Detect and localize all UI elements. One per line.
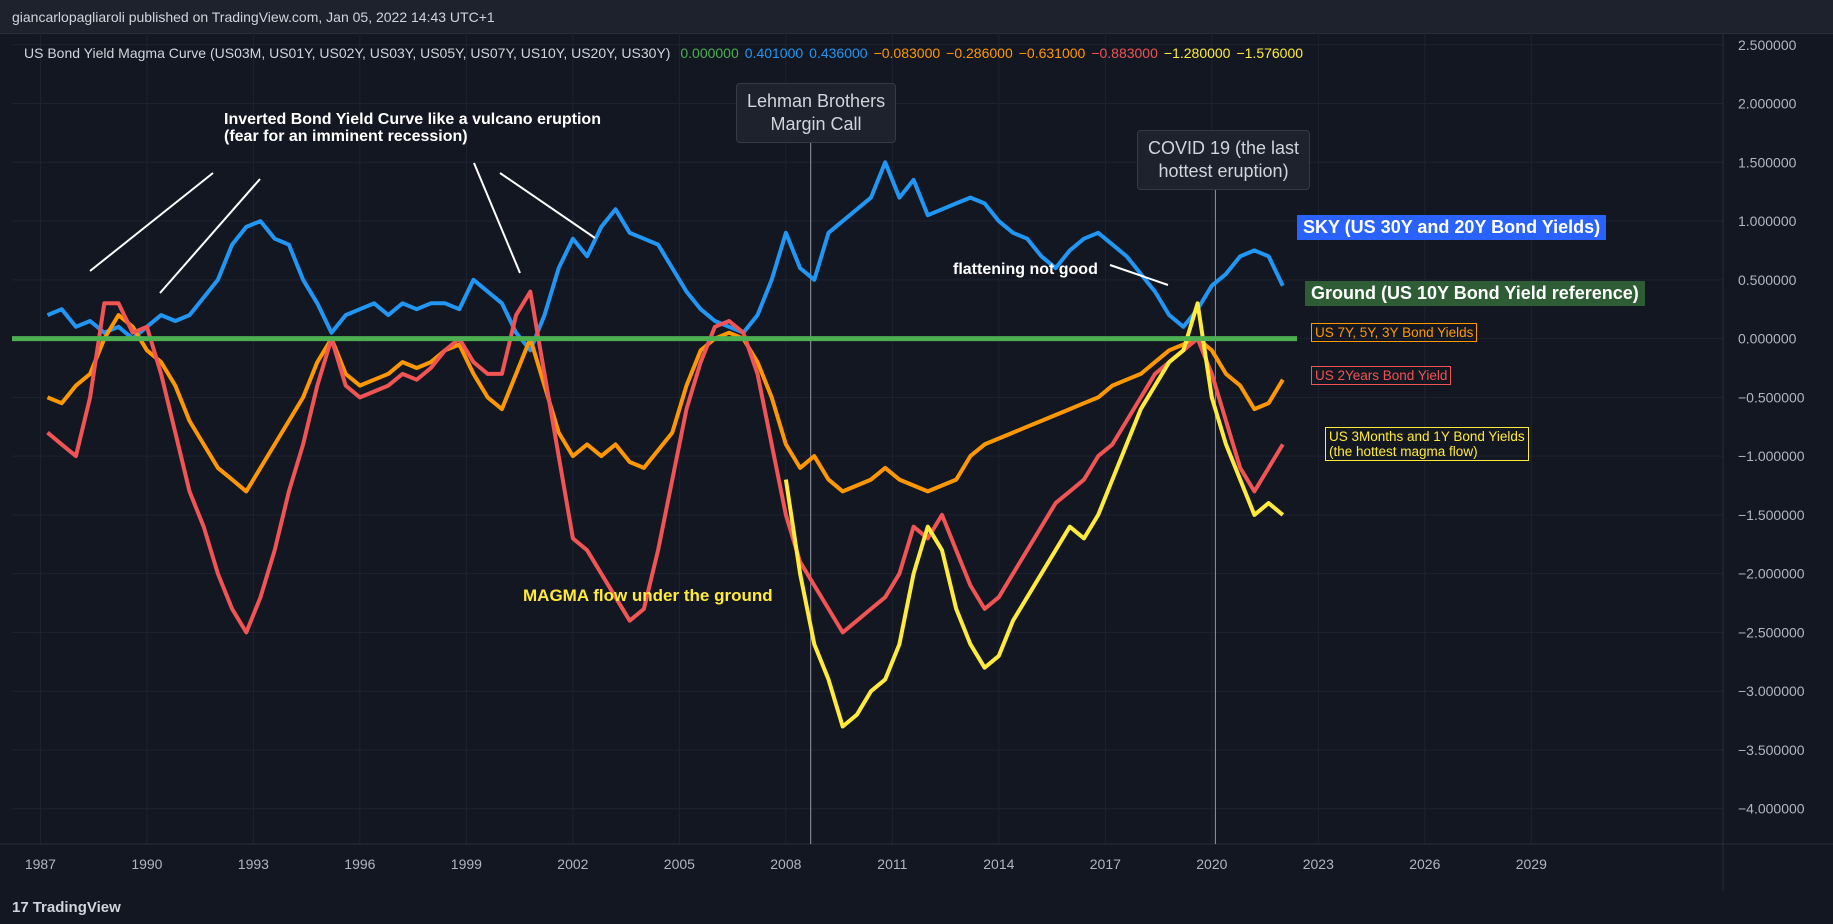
y-tick-label: 1.500000 — [1738, 154, 1797, 170]
annotation-arrow — [159, 178, 261, 294]
annotation-arrow — [499, 172, 596, 239]
y-tick-label: −3.500000 — [1738, 742, 1805, 758]
y-tick-label: 0.000000 — [1738, 331, 1797, 347]
chart-svg: 2.500000 2.000000 1.500000 1.000000 0.500000… — [0, 33, 1833, 891]
x-tick-label: 1996 — [344, 856, 375, 872]
label-sky: SKY (US 30Y and 20Y Bond Yields) — [1297, 215, 1607, 240]
annotation-arrow — [473, 162, 521, 274]
annotation-inverted: Inverted Bond Yield Curve like a vulcano… — [224, 111, 601, 145]
chart-area[interactable]: 2.500000 2.000000 1.500000 1.000000 0.500000… — [0, 33, 1833, 891]
tradingview-logo-icon: 17 — [12, 899, 29, 916]
legend-value-0: 0.000000 — [680, 45, 739, 61]
x-tick-label: 2011 — [877, 856, 907, 872]
legend-value-4: −0.286000 — [946, 45, 1013, 61]
y-tick-label: 2.000000 — [1738, 96, 1797, 112]
x-tick-label: 2029 — [1516, 856, 1547, 872]
legend-value-5: −0.631000 — [1018, 45, 1086, 61]
annotation-magma: MAGMA flow under the ground — [523, 586, 773, 605]
series-legend: US Bond Yield Magma Curve (US03M, US01Y,… — [24, 45, 1315, 61]
x-tick-label: 2026 — [1409, 856, 1440, 872]
label-short-yields: US 3Months and 1Y Bond Yields (the hotte… — [1325, 427, 1529, 461]
y-tick-label: 2.500000 — [1738, 37, 1797, 53]
legend-value-2: 0.436000 — [809, 45, 868, 61]
series-line-2 — [46, 289, 1285, 635]
annotation-covid-line2: hottest eruption) — [1158, 161, 1289, 181]
x-tick-label: 2023 — [1303, 856, 1334, 872]
legend-title: US Bond Yield Magma Curve (US03M, US01Y,… — [24, 45, 671, 61]
x-tick-label: 1999 — [451, 856, 482, 872]
x-tick-label: 1990 — [131, 856, 162, 872]
x-tick-label: 2005 — [664, 856, 695, 872]
series-line-1 — [46, 313, 1285, 494]
annotation-covid: COVID 19 (the last hottest eruption) — [1137, 130, 1311, 190]
y-tick-label: 0.500000 — [1738, 272, 1797, 288]
legend-value-6: −0.883000 — [1091, 45, 1158, 61]
legend-value-1: 0.401000 — [744, 45, 804, 61]
legend-value-7: −1.280000 — [1163, 45, 1231, 61]
footer: 17 TradingView — [0, 891, 1833, 924]
y-tick-label: −0.500000 — [1738, 389, 1805, 405]
x-tick-label: 1987 — [25, 856, 56, 872]
x-tick-label: 2002 — [557, 856, 588, 872]
tradingview-logo[interactable]: 17 TradingView — [12, 899, 121, 916]
annotation-arrow — [1109, 264, 1169, 286]
y-tick-label: 1.000000 — [1738, 213, 1797, 229]
y-tick-label: −1.000000 — [1738, 448, 1805, 464]
label-two-year: US 2Years Bond Yield — [1311, 366, 1452, 385]
x-tick-label: 2017 — [1090, 856, 1121, 872]
annotation-lehman-line1: Lehman Brothers — [747, 91, 886, 111]
annotation-inverted-line2: (fear for an imminent recession) — [224, 128, 468, 145]
label-ground: Ground (US 10Y Bond Yield reference) — [1305, 281, 1645, 306]
publisher-text: giancarlopagliaroli published on Trading… — [12, 9, 495, 25]
annotation-lehman: Lehman Brothers Margin Call — [736, 83, 897, 143]
annotation-covid-line1: COVID 19 (the last — [1148, 138, 1300, 158]
y-tick-label: −2.500000 — [1738, 624, 1805, 640]
legend-value-3: −0.083000 — [873, 45, 941, 61]
x-tick-label: 2008 — [770, 856, 801, 872]
series-line-3 — [783, 301, 1285, 729]
legend-value-8: −1.576000 — [1236, 45, 1304, 61]
annotation-arrow — [89, 172, 214, 272]
label-short-yields-line2: (the hottest magma flow) — [1329, 444, 1478, 459]
annotation-lehman-line2: Margin Call — [770, 114, 862, 134]
annotation-flattening: flattening not good — [953, 261, 1098, 278]
label-short-yields-line1: US 3Months and 1Y Bond Yields — [1329, 429, 1525, 444]
tradingview-logo-text: TradingView — [32, 899, 121, 916]
legend-values: 0.000000 0.401000 0.436000 −0.083000 −0.2860… — [680, 45, 1309, 61]
annotation-inverted-line1: Inverted Bond Yield Curve like a vulcano… — [224, 111, 601, 128]
label-mid-yields: US 7Y, 5Y, 3Y Bond Yields — [1311, 323, 1478, 342]
y-tick-label: −4.000000 — [1738, 801, 1805, 817]
series-line-0 — [46, 160, 1285, 353]
x-tick-label: 2014 — [983, 856, 1014, 872]
x-tick-label: 2020 — [1196, 856, 1227, 872]
x-tick-label: 1993 — [238, 856, 269, 872]
y-tick-label: −3.000000 — [1738, 683, 1805, 699]
y-tick-label: −1.500000 — [1738, 507, 1805, 523]
y-tick-label: −2.000000 — [1738, 566, 1805, 582]
top-bar: giancarlopagliaroli published on Trading… — [0, 0, 1833, 34]
